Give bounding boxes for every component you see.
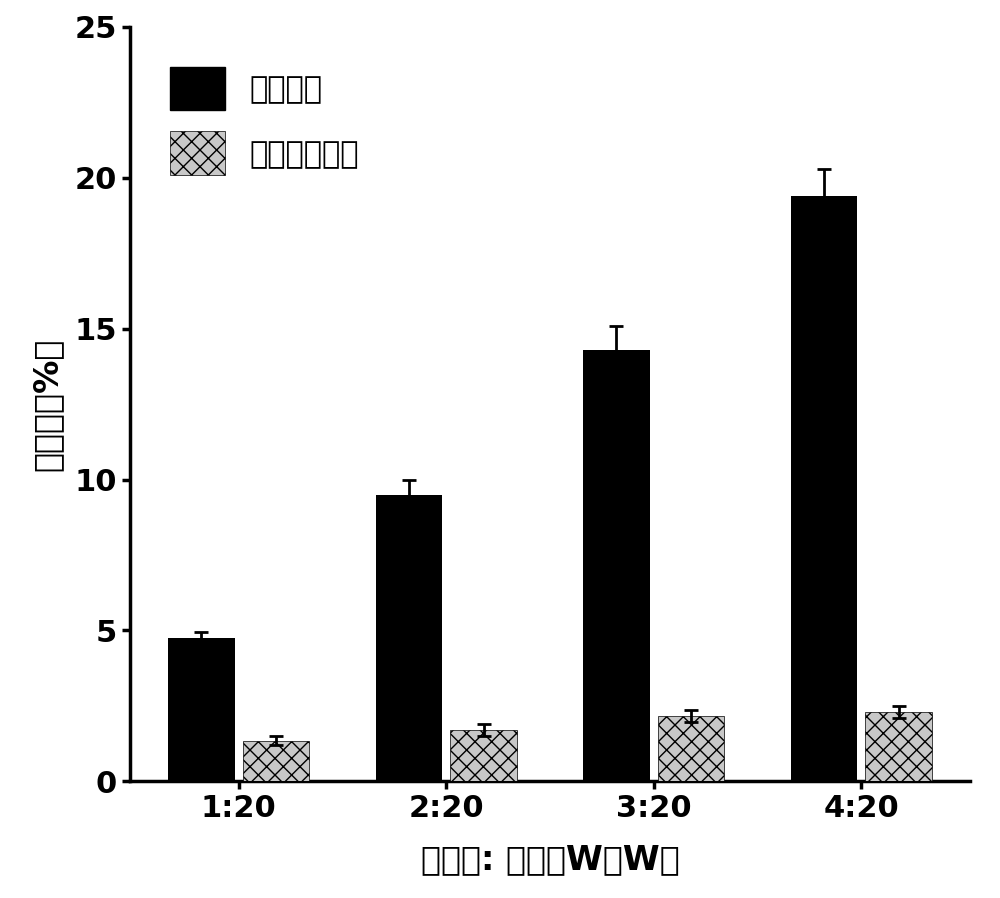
Bar [865, 712, 932, 781]
Bar [658, 717, 724, 781]
Bar [450, 730, 517, 781]
Bar [583, 350, 650, 781]
Bar [376, 495, 442, 781]
X-axis label: 阿霉素: 微球（W：W）: 阿霉素: 微球（W：W） [421, 843, 679, 876]
Bar [243, 741, 309, 781]
Bar [791, 196, 857, 781]
Y-axis label: 载药率（%）: 载药率（%） [30, 338, 63, 471]
Bar [168, 638, 235, 781]
Legend: 复合微球, 普通明胶微球: 复合微球, 普通明胶微球 [145, 42, 383, 199]
